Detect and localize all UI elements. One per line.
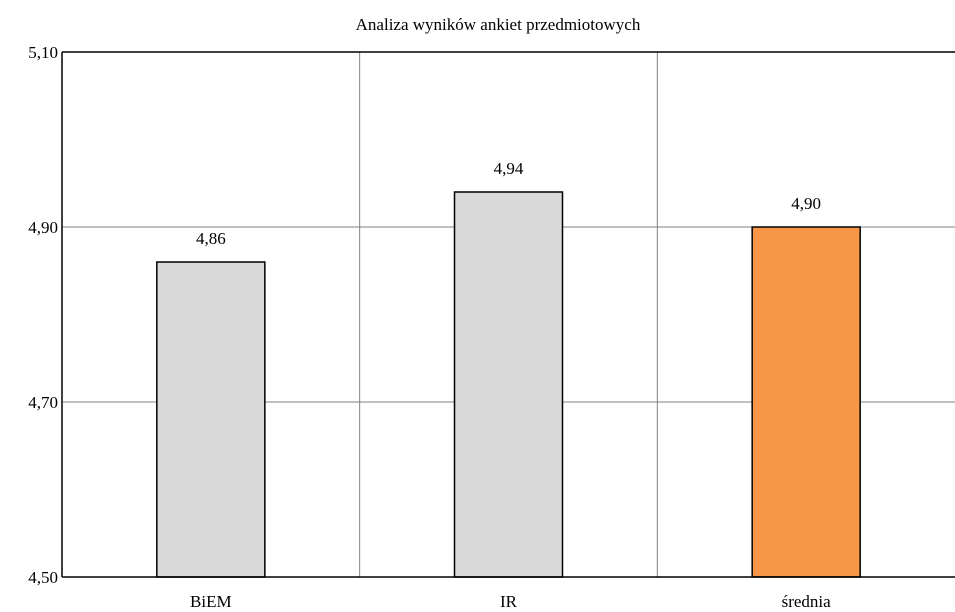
bar-3 — [751, 226, 861, 578]
bar-2 — [453, 191, 564, 578]
data-label-2: 4,94 — [494, 159, 524, 178]
label-layer: 4,50 4,70 4,90 5,10 4,86 BiEM 4,94 IR 4,90 średni… — [28, 43, 831, 611]
category-label-1: BiEM — [190, 592, 232, 611]
bar-1 — [156, 261, 266, 578]
chart-title: Analiza wyników ankiet przedmiotowych — [356, 15, 641, 34]
category-label-3: średnia — [782, 592, 832, 611]
bar-layer — [156, 191, 861, 578]
y-tick-label: 4,70 — [28, 393, 58, 412]
y-tick-label: 4,50 — [28, 568, 58, 587]
data-label-1: 4,86 — [196, 229, 226, 248]
category-label-2: IR — [500, 592, 518, 611]
axis-layer — [61, 51, 955, 578]
data-label-3: 4,90 — [791, 194, 821, 213]
y-tick-label: 5,10 — [28, 43, 58, 62]
y-tick-label: 4,90 — [28, 218, 58, 237]
